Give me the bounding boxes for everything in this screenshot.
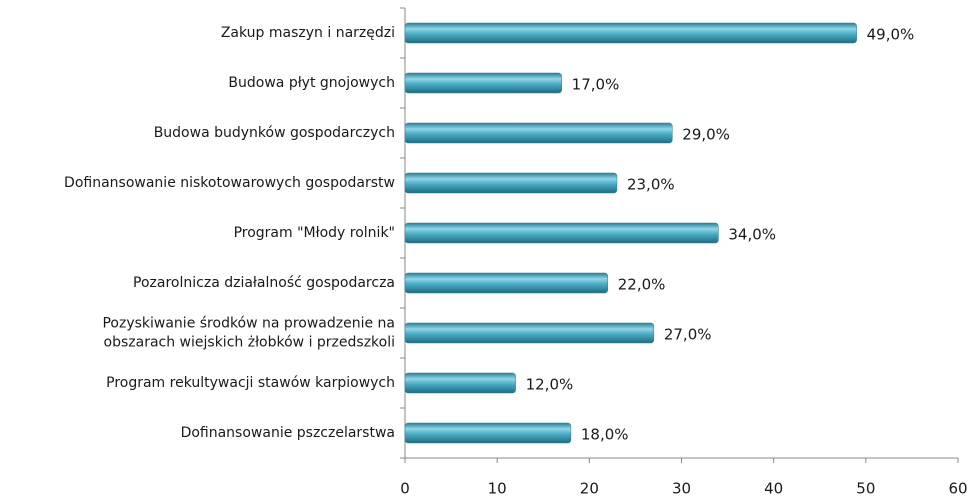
data-label: 17,0%	[572, 76, 620, 94]
y-tick-label: Program rekultywacji stawów karpiowych	[106, 375, 395, 391]
bar	[404, 172, 618, 194]
bar	[404, 122, 673, 144]
x-tick-label: 60	[948, 480, 967, 496]
bar	[404, 422, 572, 444]
y-tick-label: Program "Młody rolnik"	[234, 225, 395, 241]
y-tick-label: Dofinansowanie niskotowarowych gospodars…	[64, 175, 395, 191]
y-tick-label: Zakup maszyn i narzędzi	[221, 25, 395, 41]
y-tick-label: Budowa budynków gospodarczych	[154, 125, 395, 141]
bar	[404, 22, 857, 44]
data-label: 27,0%	[664, 326, 712, 344]
x-tick-label: 10	[488, 480, 507, 496]
bar	[404, 272, 609, 294]
y-tick-label: Budowa płyt gnojowych	[228, 75, 395, 91]
y-tick-label: Pozyskiwanie środków na prowadzenie na ob…	[102, 316, 395, 351]
data-label: 18,0%	[581, 426, 629, 444]
bar	[404, 72, 562, 94]
y-tick-label: Dofinansowanie pszczelarstwa	[181, 425, 395, 441]
y-tick-label: Pozarolnicza działalność gospodarcza	[133, 275, 395, 291]
x-tick-label: 40	[764, 480, 783, 496]
x-tick-label: 50	[856, 480, 875, 496]
data-label: 29,0%	[682, 126, 730, 144]
bar	[404, 322, 655, 344]
data-label: 22,0%	[618, 276, 666, 294]
data-label: 12,0%	[526, 376, 574, 394]
x-tick-label: 30	[672, 480, 691, 496]
x-tick-label: 20	[580, 480, 599, 496]
data-label: 49,0%	[867, 26, 915, 44]
data-label: 23,0%	[627, 176, 675, 194]
bar	[404, 222, 719, 244]
data-label: 34,0%	[728, 226, 776, 244]
x-tick-label: 0	[400, 480, 410, 496]
bar	[404, 372, 516, 394]
